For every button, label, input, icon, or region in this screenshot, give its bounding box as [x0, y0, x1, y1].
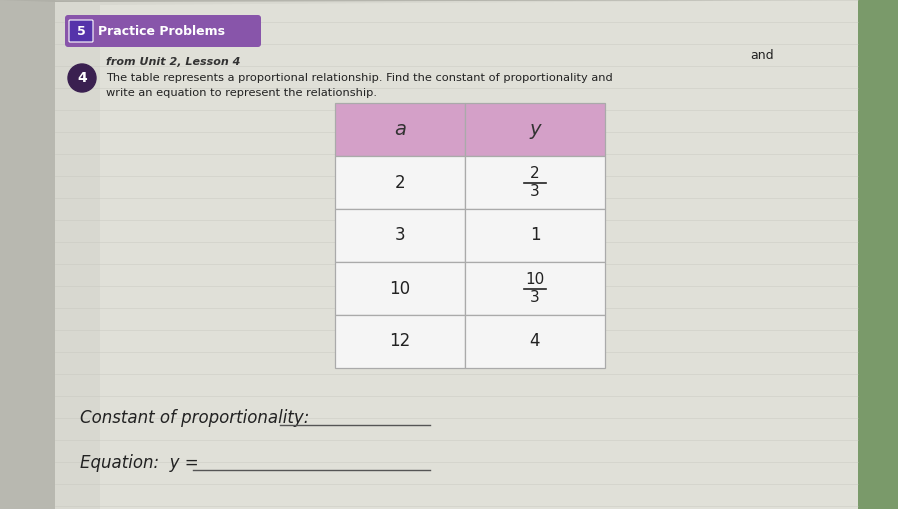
- Bar: [465, 209, 605, 262]
- Polygon shape: [20, 0, 860, 509]
- Text: 12: 12: [390, 332, 410, 351]
- Polygon shape: [858, 0, 898, 509]
- Bar: [465, 103, 605, 156]
- Bar: [335, 103, 465, 156]
- Text: 2: 2: [530, 166, 540, 181]
- FancyBboxPatch shape: [65, 15, 261, 47]
- Bar: [465, 156, 605, 209]
- Circle shape: [68, 64, 96, 92]
- Bar: [335, 209, 465, 262]
- Text: 3: 3: [530, 184, 540, 199]
- Text: write an equation to represent the relationship.: write an equation to represent the relat…: [106, 88, 377, 98]
- Text: Practice Problems: Practice Problems: [98, 24, 225, 38]
- Text: 1: 1: [530, 227, 541, 244]
- Bar: [465, 315, 605, 368]
- Polygon shape: [55, 0, 860, 509]
- Text: The table represents a proportional relationship. Find the constant of proportio: The table represents a proportional rela…: [106, 73, 612, 83]
- Text: 10: 10: [390, 279, 410, 297]
- Text: 10: 10: [525, 272, 544, 287]
- Text: 5: 5: [76, 24, 85, 38]
- Bar: [335, 156, 465, 209]
- FancyBboxPatch shape: [69, 20, 93, 42]
- Bar: [335, 315, 465, 368]
- Text: 4: 4: [530, 332, 541, 351]
- Polygon shape: [100, 0, 858, 509]
- Text: 4: 4: [77, 71, 87, 85]
- Text: 3: 3: [395, 227, 405, 244]
- Bar: [335, 262, 465, 315]
- Text: a: a: [394, 120, 406, 139]
- Text: 2: 2: [395, 174, 405, 191]
- Text: Constant of proportionality:: Constant of proportionality:: [80, 409, 310, 427]
- Text: from Unit 2, Lesson 4: from Unit 2, Lesson 4: [106, 57, 241, 67]
- Text: y: y: [529, 120, 541, 139]
- Text: Equation:  y =: Equation: y =: [80, 454, 198, 472]
- Polygon shape: [0, 0, 55, 509]
- Text: and: and: [750, 48, 773, 62]
- Text: 3: 3: [530, 290, 540, 305]
- Bar: [465, 262, 605, 315]
